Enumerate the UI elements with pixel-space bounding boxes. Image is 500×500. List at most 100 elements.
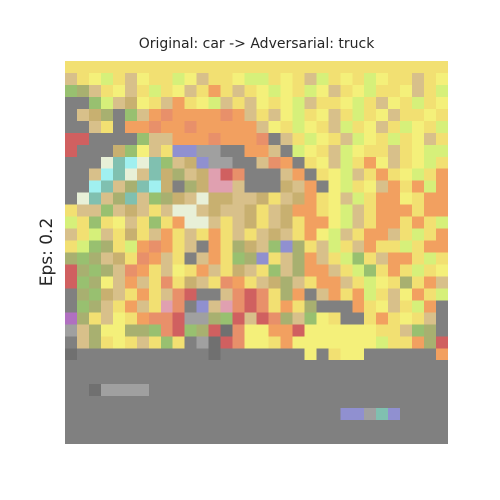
image-pixel — [436, 144, 448, 157]
image-pixel — [436, 192, 448, 205]
image-pixel — [196, 61, 209, 73]
image-pixel — [316, 96, 329, 109]
image-pixel — [232, 72, 245, 85]
image-pixel — [196, 324, 209, 337]
image-pixel — [136, 204, 149, 217]
image-pixel — [172, 336, 185, 349]
image-pixel — [364, 312, 377, 325]
image-pixel — [376, 132, 389, 145]
image-pixel — [412, 240, 425, 253]
image-pixel — [364, 144, 377, 157]
image-pixel — [316, 228, 329, 241]
image-pixel — [436, 168, 448, 181]
image-pixel — [388, 228, 401, 241]
image-pixel — [364, 228, 377, 241]
image-pixel — [184, 84, 197, 97]
image-pixel — [172, 168, 185, 181]
image-pixel — [244, 192, 257, 205]
image-pixel — [220, 300, 233, 313]
image-pixel — [76, 108, 89, 121]
image-pixel — [160, 84, 173, 97]
image-pixel — [148, 120, 161, 133]
image-pixel — [316, 168, 329, 181]
image-pixel — [172, 228, 185, 241]
image-pixel — [304, 144, 317, 157]
image-pixel — [148, 132, 161, 145]
image-pixel — [340, 120, 353, 133]
image-pixel — [124, 264, 137, 277]
image-pixel — [316, 132, 329, 145]
image-pixel — [352, 408, 365, 421]
image-pixel — [65, 144, 77, 157]
image-pixel — [208, 144, 221, 157]
image-pixel — [292, 324, 305, 337]
image-pixel — [328, 72, 341, 85]
image-pixel — [292, 72, 305, 85]
image-pixel — [364, 168, 377, 181]
image-pixel — [112, 180, 125, 193]
image-pixel — [148, 72, 161, 85]
image-pixel — [412, 156, 425, 169]
image-pixel — [364, 120, 377, 133]
image-pixel — [280, 264, 293, 277]
image-pixel — [88, 240, 101, 253]
image-pixel — [136, 240, 149, 253]
image-pixel — [364, 276, 377, 289]
image-pixel — [316, 144, 329, 157]
image-pixel — [244, 96, 257, 109]
image-pixel — [160, 252, 173, 265]
image-pixel — [304, 72, 317, 85]
image-pixel — [172, 240, 185, 253]
image-pixel — [400, 204, 413, 217]
image-pixel — [76, 192, 89, 205]
image-pixel — [244, 144, 257, 157]
image-pixel — [244, 72, 257, 85]
image-pixel — [124, 144, 137, 157]
image-pixel — [424, 96, 437, 109]
image-pixel — [328, 144, 341, 157]
image-pixel — [424, 120, 437, 133]
image-pixel — [184, 204, 197, 217]
image-pixel — [244, 240, 257, 253]
image-pixel — [268, 72, 281, 85]
image-pixel — [352, 252, 365, 265]
image-pixel — [65, 252, 77, 265]
image-pixel — [424, 132, 437, 145]
image-pixel — [388, 264, 401, 277]
image-pixel — [244, 216, 257, 229]
image-pixel — [208, 132, 221, 145]
image-pixel — [76, 252, 89, 265]
image-pixel — [328, 168, 341, 181]
image-pixel — [412, 120, 425, 133]
image-pixel — [280, 204, 293, 217]
image-pixel — [424, 72, 437, 85]
image-pixel — [376, 120, 389, 133]
image-pixel — [184, 132, 197, 145]
image-pixel — [88, 324, 101, 337]
image-pixel — [340, 288, 353, 301]
image-pixel — [196, 312, 209, 325]
image-pixel — [160, 192, 173, 205]
image-pixel — [88, 300, 101, 313]
image-pixel — [436, 72, 448, 85]
image-pixel — [160, 288, 173, 301]
image-pixel — [136, 72, 149, 85]
image-pixel — [412, 144, 425, 157]
image-pixel — [388, 240, 401, 253]
image-pixel — [196, 120, 209, 133]
image-pixel — [232, 132, 245, 145]
image-pixel — [76, 300, 89, 313]
image-pixel — [268, 324, 281, 337]
image-pixel — [376, 180, 389, 193]
image-pixel — [76, 228, 89, 241]
image-pixel — [244, 264, 257, 277]
image-pixel — [244, 132, 257, 145]
image-pixel — [244, 288, 257, 301]
image-pixel — [328, 264, 341, 277]
image-pixel — [388, 312, 401, 325]
image-pixel — [160, 156, 173, 169]
image-pixel — [388, 192, 401, 205]
image-pixel — [136, 192, 149, 205]
image-pixel — [100, 96, 113, 109]
